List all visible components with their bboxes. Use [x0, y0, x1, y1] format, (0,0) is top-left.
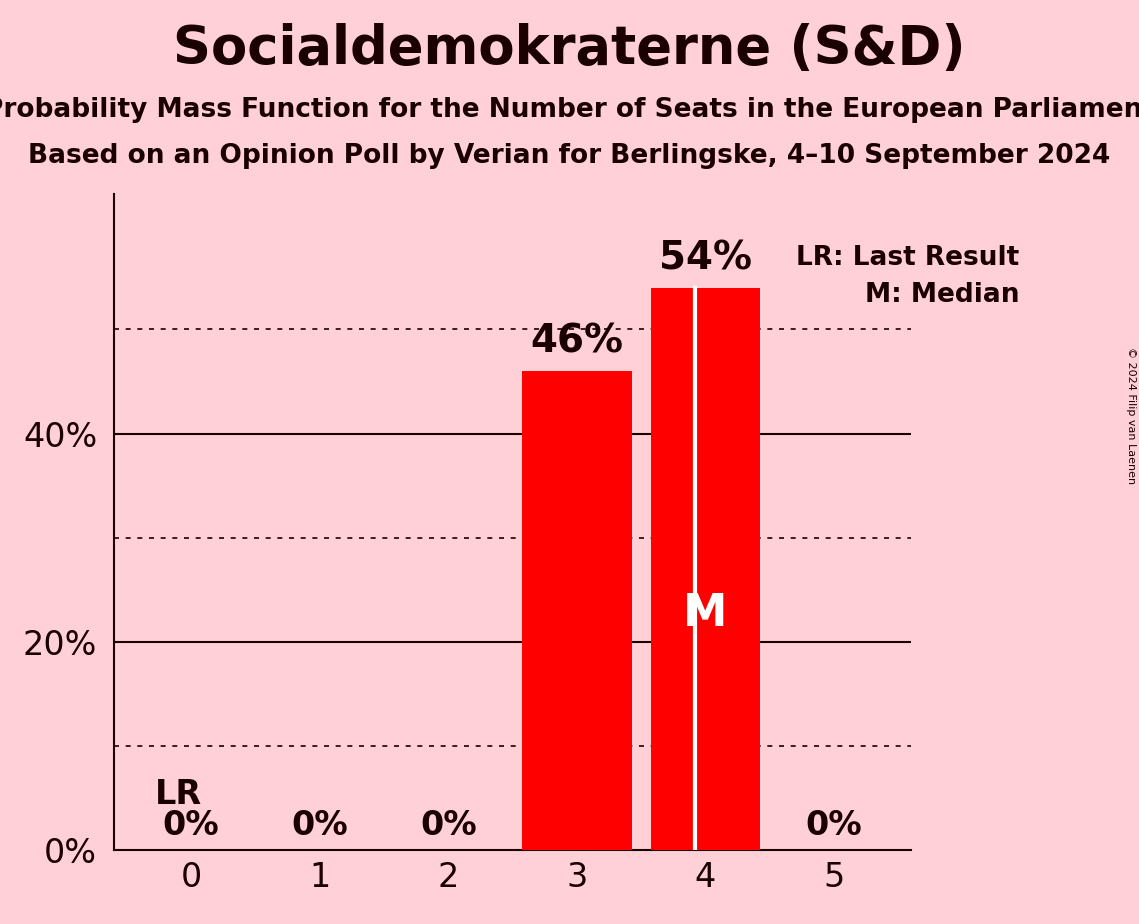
Text: LR: LR	[155, 777, 203, 810]
Bar	[650, 287, 760, 850]
Text: Probability Mass Function for the Number of Seats in the European Parliament: Probability Mass Function for the Number…	[0, 97, 1139, 123]
Text: M: Median: M: Median	[865, 282, 1019, 308]
Text: M: M	[683, 592, 728, 636]
Text: Socialdemokraterne (S&D): Socialdemokraterne (S&D)	[173, 23, 966, 75]
Text: 0%: 0%	[292, 808, 349, 842]
Text: 0%: 0%	[420, 808, 476, 842]
Text: 46%: 46%	[531, 322, 623, 360]
Text: © 2024 Filip van Laenen: © 2024 Filip van Laenen	[1126, 347, 1136, 484]
Text: LR: Last Result: LR: Last Result	[796, 245, 1019, 271]
Text: 0%: 0%	[163, 808, 220, 842]
Text: Based on an Opinion Poll by Verian for Berlingske, 4–10 September 2024: Based on an Opinion Poll by Verian for B…	[28, 143, 1111, 169]
Text: 0%: 0%	[805, 808, 862, 842]
Text: 54%: 54%	[659, 239, 752, 277]
Bar	[522, 371, 631, 850]
